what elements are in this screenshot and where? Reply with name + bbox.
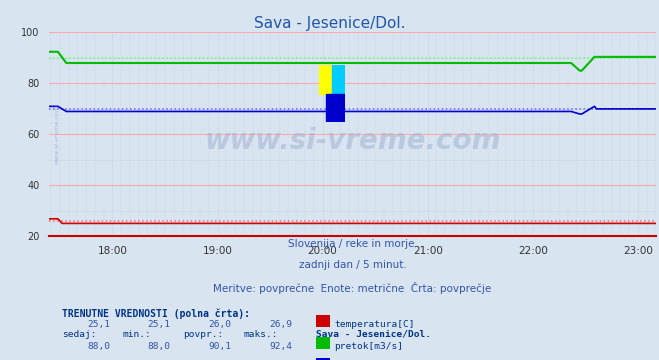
Bar — [316, 358, 330, 360]
Text: www.si-vreme.com: www.si-vreme.com — [204, 126, 501, 154]
Text: 25,1: 25,1 — [87, 320, 110, 329]
Text: 26,0: 26,0 — [208, 320, 231, 329]
Text: povpr.:: povpr.: — [183, 330, 223, 339]
Text: sedaj:: sedaj: — [61, 330, 96, 339]
Text: Sava - Jesenice/Dol.: Sava - Jesenice/Dol. — [316, 330, 431, 339]
Text: TRENUTNE VREDNOSTI (polna črta):: TRENUTNE VREDNOSTI (polna črta): — [61, 309, 250, 319]
Text: Sava - Jesenice/Dol.: Sava - Jesenice/Dol. — [254, 16, 405, 31]
Text: 88,0: 88,0 — [148, 342, 171, 351]
Text: maks.:: maks.: — [243, 330, 278, 339]
Text: pretok[m3/s]: pretok[m3/s] — [334, 342, 403, 351]
Text: www.si-vreme.com: www.si-vreme.com — [55, 104, 60, 164]
Text: Slovenija / reke in morje.: Slovenija / reke in morje. — [287, 239, 418, 249]
Bar — [316, 315, 330, 327]
Text: 26,9: 26,9 — [269, 320, 292, 329]
Text: min.:: min.: — [122, 330, 151, 339]
Text: temperatura[C]: temperatura[C] — [334, 320, 415, 329]
Text: 92,4: 92,4 — [269, 342, 292, 351]
Text: zadnji dan / 5 minut.: zadnji dan / 5 minut. — [299, 260, 407, 270]
Text: Meritve: povprečne  Enote: metrične  Črta: povprečje: Meritve: povprečne Enote: metrične Črta:… — [214, 282, 492, 294]
Text: 90,1: 90,1 — [208, 342, 231, 351]
Bar — [316, 337, 330, 348]
Text: 88,0: 88,0 — [87, 342, 110, 351]
Text: 25,1: 25,1 — [148, 320, 171, 329]
